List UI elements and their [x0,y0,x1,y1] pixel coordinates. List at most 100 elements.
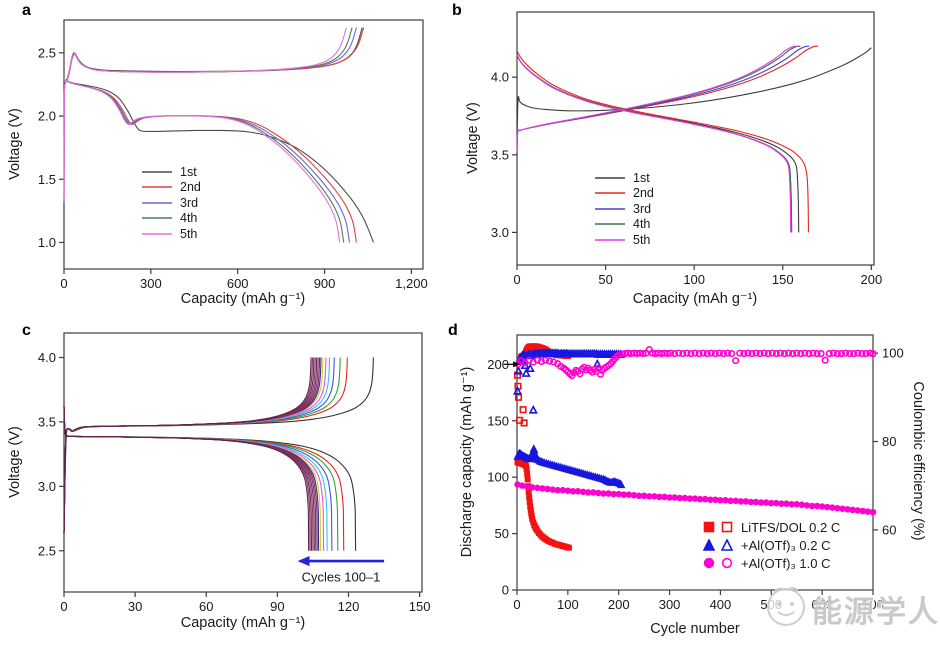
svg-text:3.5: 3.5 [38,414,56,429]
svg-text:150: 150 [409,599,431,614]
svg-text:60: 60 [882,522,896,537]
svg-text:90: 90 [270,599,284,614]
legend-label: 5th [180,226,198,241]
panel-d-letter: d [448,322,458,339]
legend-label: LiTFS/DOL 0.2 C [741,519,841,535]
svg-text:1.0: 1.0 [38,235,56,250]
svg-text:1,200: 1,200 [395,276,428,291]
svg-text:0: 0 [502,583,509,598]
legend-label: 4th [633,217,651,232]
legend-label: 3rd [633,201,652,216]
watermark: 能源学人 [764,583,940,634]
svg-text:0: 0 [60,276,67,291]
legend-label: 1st [633,170,650,185]
legend-item: 1st [142,164,201,180]
legend-label: 1st [180,164,197,179]
legend-label: +Al(OTf)₃ 0.2 C [741,537,831,553]
svg-text:100: 100 [882,346,904,361]
panel-b-y-axis-title: Voltage (V) [465,102,481,174]
legend-item: +Al(OTf)₃ 1.0 C [703,554,840,572]
svg-text:2.5: 2.5 [38,543,56,558]
circle-filled-marker-icon [703,557,715,569]
triangle-filled-marker-icon [703,539,715,551]
svg-text:2.0: 2.0 [38,109,56,124]
watermark-face-logo-icon [764,583,808,634]
svg-text:300: 300 [659,597,681,612]
svg-text:600: 600 [227,276,249,291]
svg-text:700: 700 [862,597,884,612]
panel-d-y-axis-title: Discharge capacity (mAh g⁻¹) [459,366,475,558]
panel-c-letter: c [22,322,31,339]
svg-text:0: 0 [60,599,67,614]
watermark-text: 能源学人 [812,595,940,629]
legend-label: 3rd [180,195,199,210]
svg-text:3.5: 3.5 [491,147,509,162]
svg-text:400: 400 [710,597,732,612]
line-swatch [595,172,625,184]
panel-d-x-axis-title: Cycle number [650,621,740,637]
triangle-open-marker-icon [721,539,733,551]
svg-text:200: 200 [860,272,882,287]
square-open-marker-icon [721,521,733,533]
svg-text:200: 200 [608,597,630,612]
panel-a-x-axis-title: Capacity (mAh g⁻¹) [180,291,306,307]
legend-panel-d: LiTFS/DOL 0.2 C +Al(OTf)₃ 0.2 C +Al(OTf)… [703,518,840,572]
line-swatch [142,166,172,178]
legend-item: 1st [595,170,654,186]
square-filled-marker-icon [703,521,715,533]
panel-a-y-axis-title: Voltage (V) [7,108,23,180]
svg-text:3.0: 3.0 [491,225,509,240]
legend-item: 3rd [142,195,201,211]
svg-text:200: 200 [487,357,509,372]
svg-text:4.0: 4.0 [38,350,56,365]
svg-text:50: 50 [495,526,509,541]
legend-label: 2nd [633,186,654,201]
svg-text:0: 0 [513,272,520,287]
legend-item: +Al(OTf)₃ 0.2 C [703,536,840,554]
legend-item: 4th [595,217,654,233]
svg-text:80: 80 [882,434,896,449]
svg-text:1.5: 1.5 [38,172,56,187]
line-swatch [142,197,172,209]
legend-item: 4th [142,211,201,227]
line-swatch [595,218,625,230]
panel-c-y-axis-title: Voltage (V) [7,426,23,498]
panel-a-letter: a [22,2,31,19]
svg-text:150: 150 [487,413,509,428]
legend-item: 5th [142,226,201,242]
svg-text:2.5: 2.5 [38,45,56,60]
svg-text:4.0: 4.0 [491,70,509,85]
svg-text:120: 120 [338,599,360,614]
legend-label: 4th [180,211,198,226]
panel-b-letter: b [452,2,462,19]
panel-d-y2-axis-title: Coulombic efficiency (%) [910,381,926,541]
legend-item: 5th [595,232,654,248]
cycles-arrow-label: Cycles 100–1 [301,569,381,585]
legend-label: 5th [633,232,651,247]
svg-text:30: 30 [128,599,142,614]
line-swatch [142,212,172,224]
line-swatch [595,187,625,199]
legend-panel-a: 1st 2nd 3rd 4th 5th [142,164,201,242]
legend-item: 3rd [595,201,654,217]
panel-c-x-axis-title: Capacity (mAh g⁻¹) [180,615,306,631]
line-swatch [595,234,625,246]
legend-item: 2nd [595,186,654,202]
svg-text:900: 900 [314,276,336,291]
legend-label: 2nd [180,180,201,195]
legend-panel-b: 1st 2nd 3rd 4th 5th [595,170,654,248]
line-swatch [595,203,625,215]
legend-item: 2nd [142,180,201,196]
line-swatch [142,228,172,240]
svg-text:0: 0 [513,597,520,612]
svg-text:50: 50 [598,272,612,287]
svg-text:150: 150 [772,272,794,287]
svg-text:100: 100 [683,272,705,287]
legend-label: +Al(OTf)₃ 1.0 C [741,555,831,571]
svg-text:3.0: 3.0 [38,479,56,494]
svg-text:60: 60 [199,599,213,614]
svg-text:600: 600 [811,597,833,612]
line-swatch [142,181,172,193]
